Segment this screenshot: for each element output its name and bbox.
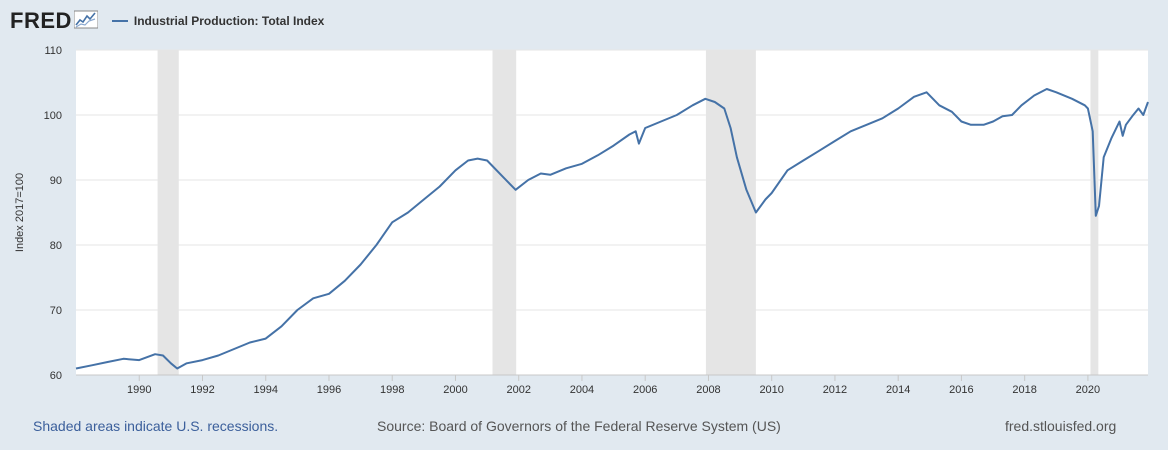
site-link[interactable]: fred.stlouisfed.org: [1005, 418, 1117, 434]
x-tick-label: 1998: [380, 384, 404, 396]
recession-band: [1090, 50, 1099, 375]
x-tick-label: 1994: [253, 384, 277, 396]
recession-band: [705, 50, 756, 375]
fred-logo-text: FRED: [10, 8, 72, 33]
x-tick-label: 2008: [696, 384, 720, 396]
y-tick-label: 100: [44, 110, 62, 122]
x-tick-label: 2016: [949, 384, 973, 396]
chart-legend: Industrial Production: Total Index: [111, 14, 325, 28]
recession-band: [492, 50, 517, 375]
x-tick-label: 1990: [127, 384, 151, 396]
chart-header: FRED Industrial Production: Total Index: [10, 8, 324, 34]
x-tick-label: 2000: [443, 384, 467, 396]
x-tick-label: 2002: [506, 384, 530, 396]
x-tick-label: 2006: [633, 384, 657, 396]
y-tick-label: 60: [50, 370, 62, 382]
x-tick-label: 2012: [823, 384, 847, 396]
x-tick-label: 1992: [190, 384, 214, 396]
x-tick-label: 2014: [886, 384, 910, 396]
x-tick-label: 2020: [1076, 384, 1100, 396]
legend-swatch: [111, 20, 128, 22]
legend-series-label: Industrial Production: Total Index: [133, 14, 325, 28]
y-tick-label: 110: [44, 45, 62, 57]
recession-band: [157, 50, 179, 375]
line-chart: 60 70 80 90 100 110 1990 1992 1994 1996 1998 2000 20…: [14, 45, 1149, 396]
series-line: [75, 88, 1149, 370]
x-tick-label: 2018: [1012, 384, 1036, 396]
y-tick-label: 70: [50, 305, 62, 317]
plot-area: [76, 50, 1148, 375]
x-tick-label: 1996: [317, 384, 341, 396]
x-tick-label: 2010: [759, 384, 783, 396]
source-note: Source: Board of Governors of the Federa…: [377, 418, 781, 434]
x-tick-label: 2004: [570, 384, 594, 396]
y-axis-title: Index 2017=100: [14, 173, 26, 252]
recession-note[interactable]: Shaded areas indicate U.S. recessions.: [33, 418, 279, 434]
y-tick-label: 90: [50, 175, 62, 187]
y-tick-label: 80: [50, 240, 62, 252]
